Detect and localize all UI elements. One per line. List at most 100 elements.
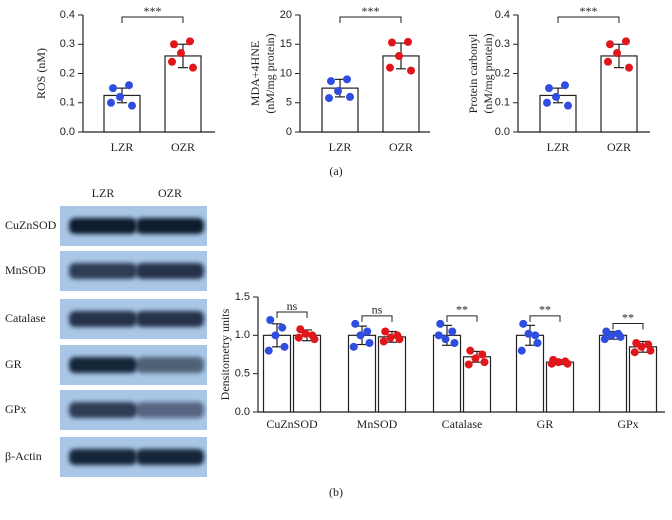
data-point <box>280 342 289 351</box>
blot-band <box>136 357 204 373</box>
significance-label: ** <box>539 303 551 317</box>
data-point <box>125 81 133 90</box>
data-point <box>563 359 572 368</box>
x-tick-label: LZR <box>329 140 352 154</box>
y-axis-label: Densitometry units <box>218 308 232 400</box>
data-point <box>600 335 609 344</box>
data-point <box>327 77 335 86</box>
bar <box>515 334 545 413</box>
data-point <box>517 346 526 355</box>
data-point <box>616 332 625 341</box>
x-tick-label: LZR <box>547 140 570 154</box>
y-tick-label: 0.4 <box>60 9 75 21</box>
data-point <box>630 348 639 357</box>
y-tick-label: 10 <box>280 67 292 79</box>
blot-band <box>136 218 204 234</box>
data-point <box>343 75 351 84</box>
blot-band <box>69 402 137 418</box>
y-axis-label: (nM/mg protein) <box>481 33 495 113</box>
blot-band <box>69 311 137 327</box>
data-point <box>349 342 358 351</box>
significance-bracket <box>276 311 308 318</box>
data-point <box>478 350 487 359</box>
data-point <box>441 335 450 344</box>
data-point <box>177 49 185 58</box>
data-point <box>646 346 655 355</box>
data-point <box>365 339 374 347</box>
data-point <box>296 325 305 334</box>
bar <box>292 334 322 413</box>
data-point <box>186 37 194 46</box>
data-point <box>386 63 394 72</box>
blot-band <box>136 449 204 465</box>
data-point <box>448 327 457 336</box>
data-point <box>346 92 354 101</box>
data-point <box>128 101 136 110</box>
y-tick-label: 0 <box>286 126 292 138</box>
significance-bracket <box>529 315 561 322</box>
significance-bracket <box>121 16 184 23</box>
y-tick-label: 0.4 <box>495 9 510 21</box>
data-point <box>450 339 459 347</box>
data-point <box>379 337 388 346</box>
data-point <box>170 40 178 49</box>
x-tick-label: OZR <box>171 140 195 154</box>
x-tick-label: GR <box>537 417 554 431</box>
y-axis-label: Protein carbonyl <box>466 33 480 113</box>
data-point <box>264 346 273 355</box>
data-point <box>613 49 621 58</box>
data-point <box>334 87 342 96</box>
blot-band <box>69 263 137 279</box>
x-tick-label: OZR <box>607 140 631 154</box>
x-tick-label: Catalase <box>442 417 483 431</box>
significance-bracket <box>557 16 620 23</box>
data-point <box>271 331 280 340</box>
y-tick-label: 0.0 <box>235 406 250 418</box>
blot-row-label: Catalase <box>5 311 46 325</box>
y-tick-label: 1.5 <box>235 291 250 303</box>
data-point <box>266 316 275 324</box>
data-point <box>407 66 415 75</box>
blot-row-label: MnSOD <box>5 263 46 277</box>
lane-label: LZR <box>92 186 115 200</box>
significance-label: ** <box>456 303 468 317</box>
data-point <box>552 92 560 101</box>
data-point <box>395 51 403 60</box>
y-tick-label: 0.2 <box>60 67 75 79</box>
blot-row-label: CuZnSOD <box>5 218 57 232</box>
y-tick-label: 5 <box>286 97 292 109</box>
data-point <box>395 335 404 344</box>
y-tick-label: 0.0 <box>60 126 75 138</box>
data-point <box>466 346 475 355</box>
y-tick-label: 0.3 <box>495 38 510 50</box>
data-point <box>301 329 310 338</box>
y-tick-label: 15 <box>280 38 292 50</box>
data-point <box>625 63 633 72</box>
data-point <box>545 84 553 93</box>
x-tick-label: LZR <box>111 140 134 154</box>
data-point <box>464 360 473 369</box>
blot-band <box>136 263 204 279</box>
data-point <box>554 358 563 367</box>
data-point <box>604 57 612 66</box>
data-point <box>116 92 124 101</box>
significance-label: *** <box>144 4 162 18</box>
y-axis-label: ROS (nM) <box>34 48 48 99</box>
bar <box>628 346 658 413</box>
data-point <box>325 94 333 103</box>
data-point <box>531 331 540 340</box>
blot-row-label: GR <box>5 357 22 371</box>
bar <box>462 356 492 413</box>
data-point <box>310 335 319 344</box>
significance-label: *** <box>362 4 380 18</box>
data-point <box>561 81 569 90</box>
data-point <box>107 98 115 107</box>
significance-bracket <box>612 323 644 330</box>
data-point <box>386 333 395 342</box>
data-point <box>564 101 572 110</box>
data-point <box>388 38 396 47</box>
significance-bracket <box>339 16 402 23</box>
data-point <box>622 37 630 46</box>
significance-bracket <box>446 315 478 322</box>
